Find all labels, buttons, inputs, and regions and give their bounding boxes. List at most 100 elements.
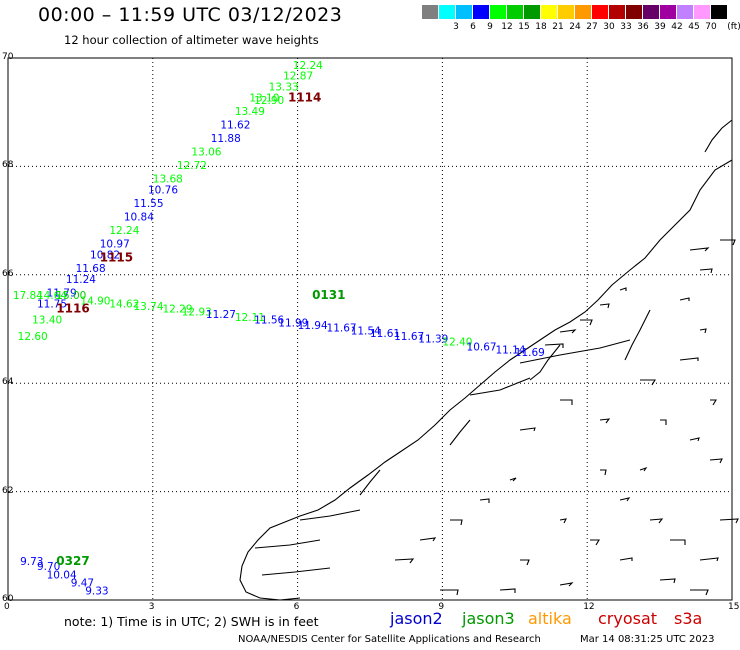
wave-height-label: 14.64	[37, 290, 67, 302]
lat-lon-grid	[8, 58, 732, 600]
longitude-tick-label: 12	[583, 602, 595, 612]
satellite-pass-labels: 1114 1115 1116 0131 0327	[56, 90, 345, 567]
island-outline	[719, 518, 739, 524]
latitude-tick-label: 68	[2, 160, 14, 171]
latitude-tick-label: 64	[2, 377, 14, 388]
scale-swatch	[626, 5, 642, 19]
latitude-tick-label: 66	[2, 268, 14, 279]
scale-tick-label: 12	[501, 22, 513, 32]
wave-height-readings: 12.2412.8713.3313.1012.9013.4911.6211.88…	[13, 60, 545, 598]
wave-height-label: 10.82	[90, 250, 120, 262]
pass-number-label: 1114	[288, 90, 321, 104]
scale-tick-label: 27	[586, 22, 598, 32]
wave-height-label: 11.75	[37, 298, 67, 310]
map-frame	[7, 57, 733, 601]
coastline-segment	[529, 344, 561, 381]
scale-tick-label: 70	[705, 22, 717, 32]
wave-height-label: 12.87	[283, 71, 313, 83]
longitude-tick-label: 15	[728, 602, 740, 612]
coastline-segment	[261, 567, 331, 576]
wave-height-label: 11.67	[394, 331, 424, 343]
chart-title: 00:00 – 11:59 UTC 03/12/2023	[38, 4, 343, 26]
island-outline	[419, 537, 437, 542]
island-outline	[640, 379, 656, 386]
wave-height-label: 11.69	[515, 347, 545, 359]
scale-swatch	[660, 5, 676, 19]
scale-swatch	[456, 5, 472, 19]
scale-unit-label: (ft)	[727, 22, 740, 32]
wave-height-label: 11.99	[278, 317, 308, 329]
scale-swatch	[711, 5, 727, 19]
scale-tick-label: 18	[535, 22, 547, 32]
scale-swatch	[507, 5, 523, 19]
island-outline	[689, 437, 700, 442]
wave-height-label: 12.24	[109, 225, 139, 237]
scale-swatch	[575, 5, 591, 19]
scale-tick-label: 21	[552, 22, 564, 32]
scale-tick-label: 15	[518, 22, 530, 32]
island-outline	[519, 427, 536, 432]
island-outline	[559, 518, 567, 524]
coastline-segment	[469, 377, 531, 396]
scale-swatch	[609, 5, 625, 19]
scale-swatch	[592, 5, 608, 19]
island-outline	[659, 578, 676, 584]
wave-height-label: 11.68	[76, 263, 106, 275]
wave-height-label: 9.47	[71, 577, 94, 589]
coastline-segment	[704, 119, 733, 153]
coastline-segment	[299, 509, 361, 521]
scale-tick-label: 42	[671, 22, 683, 32]
wave-height-label: 11.62	[220, 119, 250, 131]
chart-subtitle: 12 hour collection of altimeter wave hei…	[64, 33, 319, 47]
satellite-legend-s3a: s3a	[674, 609, 703, 628]
pass-number-label: 1116	[56, 302, 89, 316]
island-outline	[440, 589, 459, 596]
island-outline	[619, 557, 633, 561]
island-outline	[590, 539, 600, 546]
scale-tick-label: 3	[453, 22, 459, 32]
latitude-tick-label: 60	[2, 594, 14, 604]
pass-number-label: 0327	[56, 554, 89, 568]
island-outline	[660, 419, 667, 425]
satellite-legend-jason2: jason2	[390, 609, 443, 628]
wave-height-label: 12.90	[254, 95, 284, 107]
wave-height-label: 12.29	[162, 304, 192, 316]
credit-line: NOAA/NESDIS Center for Satellite Applica…	[238, 634, 541, 645]
island-outline	[619, 287, 627, 291]
scale-swatch	[643, 5, 659, 19]
island-outline	[599, 418, 611, 424]
wave-height-label: 13.68	[153, 174, 183, 186]
wave-height-label: 9.70	[37, 561, 60, 573]
island-outline	[689, 247, 710, 252]
wave-height-label: 11.61	[370, 328, 400, 340]
wave-height-label: 13.74	[133, 301, 163, 313]
longitude-tick-label: 3	[148, 602, 155, 612]
island-outline	[560, 399, 573, 405]
island-outline	[544, 343, 564, 348]
wave-height-label: 11.24	[66, 274, 96, 286]
generated-timestamp: Mar 14 08:31:25 UTC 2023	[580, 634, 715, 645]
scale-swatch	[439, 5, 455, 19]
island-outline	[559, 329, 577, 334]
wave-height-label: 11.54	[351, 325, 381, 337]
wave-height-label: 11.27	[206, 309, 236, 321]
wave-height-label: 13.10	[249, 92, 279, 104]
wave-height-label: 15.00	[56, 290, 86, 302]
scale-tick-label: 9	[487, 22, 493, 32]
scale-tick-label: 6	[470, 22, 476, 32]
scale-tick-label: 24	[569, 22, 581, 32]
wave-height-label: 12.60	[18, 331, 48, 343]
scale-tick-label: 30	[603, 22, 615, 32]
coastline-segment	[449, 419, 471, 446]
wave-height-label: 11.94	[298, 320, 328, 332]
coastline-segment	[239, 159, 733, 601]
island-outline	[599, 303, 610, 309]
wave-height-label: 10.04	[47, 569, 77, 581]
wave-height-label: 11.14	[495, 344, 525, 356]
scale-tick-label: 33	[620, 22, 632, 32]
wave-height-label: 12.11	[235, 312, 265, 324]
scale-swatch	[541, 5, 557, 19]
wave-height-label: 9.73	[20, 556, 43, 568]
island-outline	[649, 518, 664, 524]
